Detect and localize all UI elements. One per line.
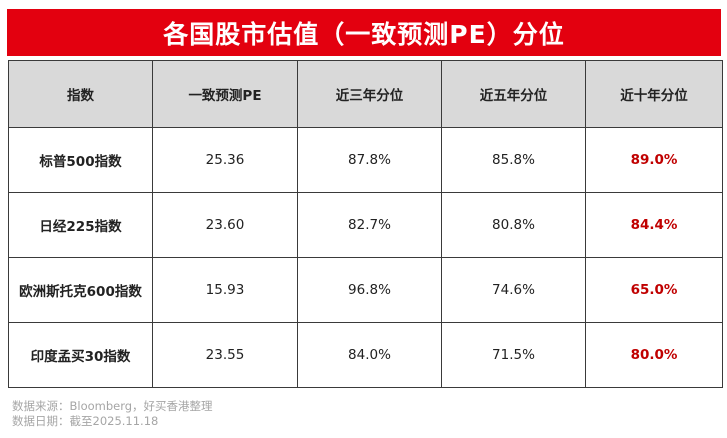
index-name: 欧洲斯托克600指数 (8, 257, 153, 323)
percentile-5y-value: 80.8% (441, 192, 586, 258)
forward-pe-value: 23.60 (152, 192, 298, 258)
valuation-table: 指数 一致预测PE 近三年分位 近五年分位 近十年分位 标普500指数 25.3… (8, 60, 723, 388)
index-name: 日经225指数 (8, 192, 153, 258)
header-5y-percentile: 近五年分位 (441, 60, 586, 128)
page-title: 各国股市估值（一致预测PE）分位 (163, 19, 565, 49)
percentile-10y-value: 89.0% (585, 127, 723, 193)
table-row: 日经225指数 23.60 82.7% 80.8% 84.4% (8, 192, 723, 258)
data-date-note: 数据日期：截至2025.11.18 (12, 414, 159, 428)
percentile-5y-value: 71.5% (441, 322, 586, 388)
table-row: 标普500指数 25.36 87.8% 85.8% 89.0% (8, 127, 723, 193)
table-row: 欧洲斯托克600指数 15.93 96.8% 74.6% 65.0% (8, 257, 723, 323)
percentile-10y-value: 84.4% (585, 192, 723, 258)
forward-pe-value: 25.36 (152, 127, 298, 193)
table-header-row: 指数 一致预测PE 近三年分位 近五年分位 近十年分位 (8, 60, 723, 128)
percentile-10y-value: 65.0% (585, 257, 723, 323)
footer-notes: 数据来源：Bloomberg，好买香港整理 数据日期：截至2025.11.18 (12, 399, 213, 429)
percentile-3y-value: 84.0% (297, 322, 442, 388)
percentile-3y-value: 82.7% (297, 192, 442, 258)
percentile-5y-value: 85.8% (441, 127, 586, 193)
index-name: 印度孟买30指数 (8, 322, 153, 388)
percentile-10y-value: 80.0% (585, 322, 723, 388)
index-name: 标普500指数 (8, 127, 153, 193)
header-10y-percentile: 近十年分位 (585, 60, 723, 128)
data-source-note: 数据来源：Bloomberg，好买香港整理 (12, 399, 213, 413)
forward-pe-value: 15.93 (152, 257, 298, 323)
header-3y-percentile: 近三年分位 (297, 60, 442, 128)
forward-pe-value: 23.55 (152, 322, 298, 388)
percentile-3y-value: 87.8% (297, 127, 442, 193)
percentile-5y-value: 74.6% (441, 257, 586, 323)
header-index: 指数 (8, 60, 153, 128)
title-banner: 各国股市估值（一致预测PE）分位 (7, 9, 721, 56)
table-row: 印度孟买30指数 23.55 84.0% 71.5% 80.0% (8, 322, 723, 388)
percentile-3y-value: 96.8% (297, 257, 442, 323)
header-forward-pe: 一致预测PE (152, 60, 298, 128)
